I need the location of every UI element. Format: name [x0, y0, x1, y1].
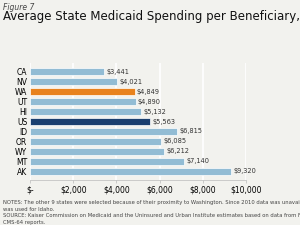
- Text: $4,890: $4,890: [138, 99, 161, 105]
- Bar: [30, 88, 135, 95]
- Text: Figure 7: Figure 7: [3, 3, 34, 12]
- Bar: [30, 168, 231, 175]
- Bar: [30, 68, 104, 75]
- Text: $9,320: $9,320: [233, 168, 256, 174]
- Text: Average State Medicaid Spending per Beneficiary, 2010: Average State Medicaid Spending per Bene…: [3, 10, 300, 23]
- Text: $6,815: $6,815: [179, 128, 203, 134]
- Text: $5,132: $5,132: [143, 109, 166, 115]
- Bar: [30, 118, 150, 125]
- Text: $7,140: $7,140: [186, 158, 209, 164]
- Text: $6,085: $6,085: [164, 138, 187, 144]
- Bar: [30, 108, 141, 115]
- Bar: [30, 78, 117, 85]
- Bar: [30, 98, 136, 105]
- Text: $4,021: $4,021: [119, 79, 142, 85]
- Text: $6,212: $6,212: [166, 148, 189, 154]
- Text: $5,563: $5,563: [152, 119, 175, 124]
- Text: $3,441: $3,441: [106, 69, 129, 75]
- Bar: [30, 158, 184, 165]
- Bar: [30, 148, 164, 155]
- Text: NOTES: The other 9 states were selected because of their proximity to Washington: NOTES: The other 9 states were selected …: [3, 200, 300, 225]
- Text: $4,849: $4,849: [137, 89, 160, 95]
- Bar: [30, 138, 161, 145]
- Bar: [30, 128, 177, 135]
